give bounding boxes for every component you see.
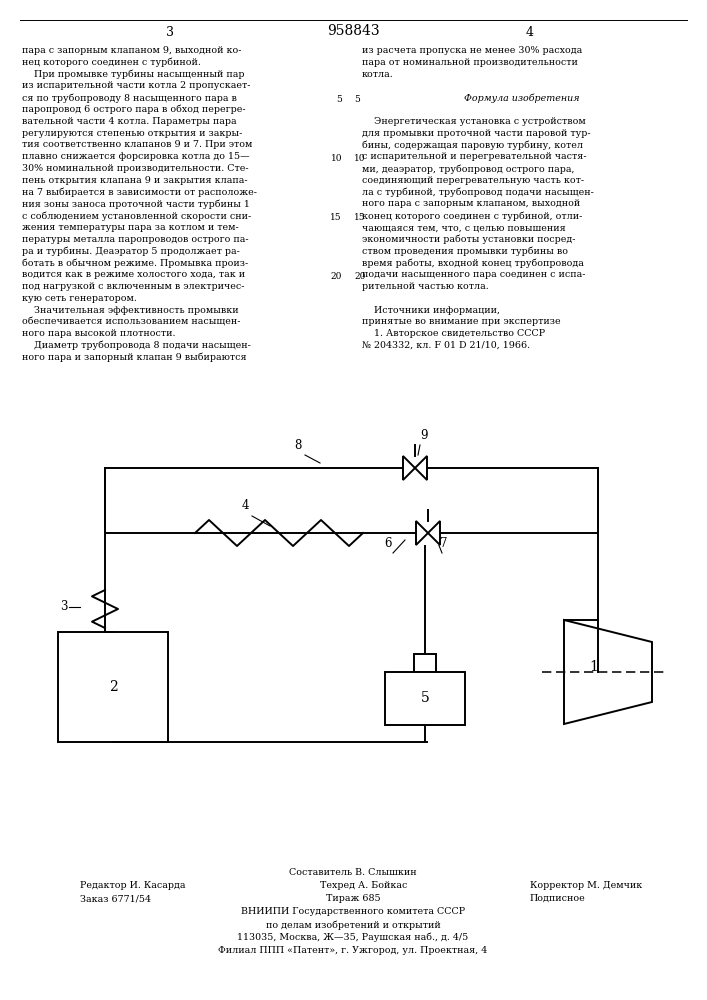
Text: Заказ 6771/54: Заказ 6771/54 (80, 894, 151, 903)
Bar (414, 654, 436, 672)
Text: на 7 выбирается в зависимости от расположе-: на 7 выбирается в зависимости от располо… (22, 188, 257, 197)
Text: ми, деаэратор, трубопровод острого пара,: ми, деаэратор, трубопровод острого пара, (362, 164, 575, 174)
Text: № 204332, кл. F 01 D 21/10, 1966.: № 204332, кл. F 01 D 21/10, 1966. (362, 341, 530, 350)
Text: плавно снижается форсировка котла до 15—: плавно снижается форсировка котла до 15— (22, 152, 250, 161)
Text: Корректор М. Демчик: Корректор М. Демчик (530, 881, 642, 890)
Text: Формула изобретения: Формула изобретения (464, 93, 580, 103)
Text: кую сеть генератором.: кую сеть генератором. (22, 294, 137, 303)
Text: водится как в режиме холостого хода, так и: водится как в режиме холостого хода, так… (22, 270, 245, 279)
Text: подачи насыщенного пара соединен с испа-: подачи насыщенного пара соединен с испа- (362, 270, 585, 279)
Text: из испарительной части котла 2 пропускает-: из испарительной части котла 2 пропускае… (22, 81, 250, 90)
Polygon shape (564, 620, 652, 724)
Text: конец которого соединен с турбиной, отли-: конец которого соединен с турбиной, отли… (362, 211, 583, 221)
Text: Редактор И. Касарда: Редактор И. Касарда (80, 881, 185, 890)
Text: нец которого соединен с турбиной.: нец которого соединен с турбиной. (22, 58, 201, 67)
Bar (385, 672, 465, 725)
Text: Значительная эффективность промывки: Значительная эффективность промывки (22, 306, 239, 315)
Text: 2: 2 (109, 680, 117, 694)
Text: 7: 7 (440, 537, 448, 550)
Text: пара с запорным клапаном 9, выходной ко-: пара с запорным клапаном 9, выходной ко- (22, 46, 242, 55)
Text: 20: 20 (354, 272, 366, 281)
Text: ния зоны заноса проточной части турбины 1: ния зоны заноса проточной части турбины … (22, 199, 250, 209)
Text: ного пара с запорным клапаном, выходной: ного пара с запорным клапаном, выходной (362, 199, 580, 208)
Text: Филиал ППП «Патент», г. Ужгород, ул. Проектная, 4: Филиал ППП «Патент», г. Ужгород, ул. Про… (218, 946, 488, 955)
Text: При промывке турбины насыщенный пар: При промывке турбины насыщенный пар (22, 70, 245, 79)
Text: Диаметр трубопровода 8 подачи насыщен-: Диаметр трубопровода 8 подачи насыщен- (22, 341, 251, 351)
Bar (416, 521, 440, 545)
Text: обеспечивается использованием насыщен-: обеспечивается использованием насыщен- (22, 317, 240, 326)
Text: 30% номинальной производительности. Сте-: 30% номинальной производительности. Сте- (22, 164, 249, 173)
Text: соединяющий перегревательную часть кот-: соединяющий перегревательную часть кот- (362, 176, 584, 185)
Text: пень открытия клапана 9 и закрытия клапа-: пень открытия клапана 9 и закрытия клапа… (22, 176, 247, 185)
Text: регулируются степенью открытия и закры-: регулируются степенью открытия и закры- (22, 129, 243, 138)
Polygon shape (428, 521, 440, 545)
Text: чающаяся тем, что, с целью повышения: чающаяся тем, что, с целью повышения (362, 223, 566, 232)
Text: по делам изобретений и открытий: по делам изобретений и открытий (266, 920, 440, 930)
Text: ством проведения промывки турбины во: ством проведения промывки турбины во (362, 247, 568, 256)
Polygon shape (403, 456, 415, 480)
Text: ВНИИПИ Государственного комитета СССР: ВНИИПИ Государственного комитета СССР (241, 907, 465, 916)
Text: ного пара высокой плотности.: ного пара высокой плотности. (22, 329, 175, 338)
Text: с испарительной и перегревательной частя-: с испарительной и перегревательной частя… (362, 152, 587, 161)
Text: ного пара и запорный клапан 9 выбираются: ного пара и запорный клапан 9 выбираются (22, 353, 247, 362)
Text: Подписное: Подписное (530, 894, 586, 903)
Text: паропровод 6 острого пара в обход перегре-: паропровод 6 острого пара в обход перегр… (22, 105, 245, 114)
Text: 5: 5 (354, 95, 360, 104)
Text: жения температуры пара за котлом и тем-: жения температуры пара за котлом и тем- (22, 223, 239, 232)
Text: пара от номинальной производительности: пара от номинальной производительности (362, 58, 578, 67)
Text: с соблюдением установленной скорости сни-: с соблюдением установленной скорости сни… (22, 211, 251, 221)
Text: 5: 5 (421, 692, 429, 706)
Text: 3: 3 (166, 26, 174, 39)
Text: ботать в обычном режиме. Промывка произ-: ботать в обычном режиме. Промывка произ- (22, 258, 248, 268)
Bar (403, 456, 427, 480)
Text: ся по трубопроводу 8 насыщенного пара в: ся по трубопроводу 8 насыщенного пара в (22, 93, 237, 103)
Text: котла.: котла. (362, 70, 394, 79)
Text: ла с турбиной, трубопровод подачи насыщен-: ла с турбиной, трубопровод подачи насыще… (362, 188, 594, 197)
Polygon shape (415, 456, 427, 480)
Text: 10: 10 (330, 154, 342, 163)
Text: 15: 15 (330, 213, 342, 222)
Text: из расчета пропуска не менее 30% расхода: из расчета пропуска не менее 30% расхода (362, 46, 583, 55)
Text: 9: 9 (420, 429, 428, 442)
Text: принятые во внимание при экспертизе: принятые во внимание при экспертизе (362, 317, 561, 326)
Text: 3: 3 (61, 600, 68, 613)
Text: 6: 6 (384, 537, 392, 550)
Text: 113035, Москва, Ж—35, Раушская наб., д. 4/5: 113035, Москва, Ж—35, Раушская наб., д. … (238, 933, 469, 942)
Text: 4: 4 (241, 499, 249, 512)
Text: тия соответственно клапанов 9 и 7. При этом: тия соответственно клапанов 9 и 7. При э… (22, 140, 252, 149)
Text: время работы, входной конец трубопровода: время работы, входной конец трубопровода (362, 258, 584, 268)
Text: 10: 10 (354, 154, 366, 163)
Text: вательной части 4 котла. Параметры пара: вательной части 4 котла. Параметры пара (22, 117, 237, 126)
Text: под нагрузкой с включенным в электричес-: под нагрузкой с включенным в электричес- (22, 282, 245, 291)
Text: Энергетическая установка с устройством: Энергетическая установка с устройством (362, 117, 586, 126)
Text: 1. Авторское свидетельство СССР: 1. Авторское свидетельство СССР (362, 329, 545, 338)
Text: 4: 4 (526, 26, 534, 39)
Text: ра и турбины. Деаэратор 5 продолжает ра-: ра и турбины. Деаэратор 5 продолжает ра- (22, 247, 240, 256)
Text: Тираж 685: Тираж 685 (326, 894, 380, 903)
Bar (58, 632, 168, 742)
Text: для промывки проточной части паровой тур-: для промывки проточной части паровой тур… (362, 129, 590, 138)
Text: экономичности работы установки посред-: экономичности работы установки посред- (362, 235, 575, 244)
Text: пературы металла паропроводов острого па-: пературы металла паропроводов острого па… (22, 235, 249, 244)
Text: бины, содержащая паровую турбину, котел: бины, содержащая паровую турбину, котел (362, 140, 583, 150)
Text: 20: 20 (331, 272, 342, 281)
Text: Источники информации,: Источники информации, (362, 306, 500, 315)
Text: 5: 5 (336, 95, 342, 104)
Text: 15: 15 (354, 213, 366, 222)
Polygon shape (416, 521, 428, 545)
Text: 8: 8 (294, 439, 302, 452)
Text: 958843: 958843 (327, 24, 380, 38)
Text: рительной частью котла.: рительной частью котла. (362, 282, 489, 291)
Text: 1: 1 (590, 660, 598, 674)
Text: Составитель В. Слышкин: Составитель В. Слышкин (289, 868, 417, 877)
Text: Техред А. Бойкас: Техред А. Бойкас (320, 881, 407, 890)
